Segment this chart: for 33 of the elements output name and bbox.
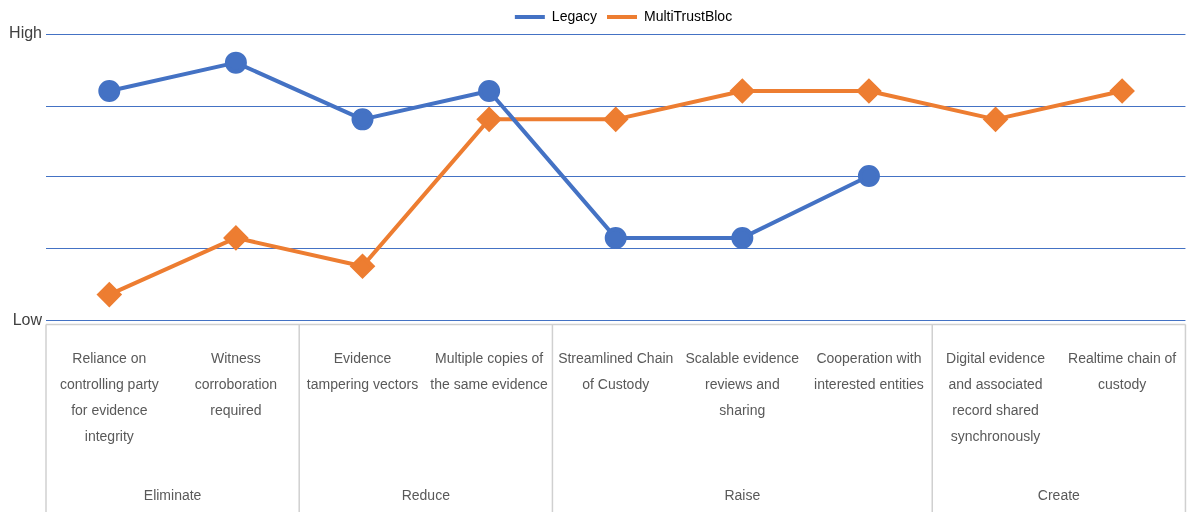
point	[224, 51, 247, 74]
x-tick-label: Reliance on controlling party for evidence integrity	[59, 350, 159, 444]
point	[730, 78, 755, 103]
x-tick-label: Streamlined Chain of Custody	[558, 350, 674, 393]
point	[350, 254, 375, 279]
legend-label: MultiTrustBloc	[643, 7, 733, 24]
point	[856, 78, 881, 103]
x-tick-label: Realtime chain of custody	[1068, 350, 1177, 393]
legend-label: Legacy	[551, 7, 597, 24]
point	[983, 107, 1008, 132]
point	[604, 226, 627, 249]
point	[351, 108, 374, 131]
x-tick-label: Scalable evidence reviews and sharing	[685, 350, 800, 419]
point	[97, 282, 122, 307]
x-tick-label: Witness corroboration required	[194, 350, 278, 419]
point	[98, 79, 121, 102]
text: Eliminate	[143, 486, 202, 503]
point	[1110, 78, 1135, 103]
point	[478, 79, 501, 102]
text: High	[9, 24, 42, 42]
text: Raise	[724, 486, 761, 503]
x-tick-label: Cooperation with interested entities	[814, 350, 924, 393]
point	[603, 107, 628, 132]
x-tick-label: Digital evidence and associated record shared synchronously	[946, 350, 1046, 444]
point	[731, 226, 754, 249]
text: Low	[12, 310, 43, 328]
point	[223, 225, 248, 250]
x-tick-label: Multiple copies of the same evidence	[430, 350, 549, 393]
point	[477, 107, 502, 132]
point	[857, 165, 880, 188]
x-tick-label: Evidence tampering vectors	[306, 350, 419, 393]
text: Create	[1037, 486, 1081, 503]
text: Reduce	[401, 486, 451, 503]
